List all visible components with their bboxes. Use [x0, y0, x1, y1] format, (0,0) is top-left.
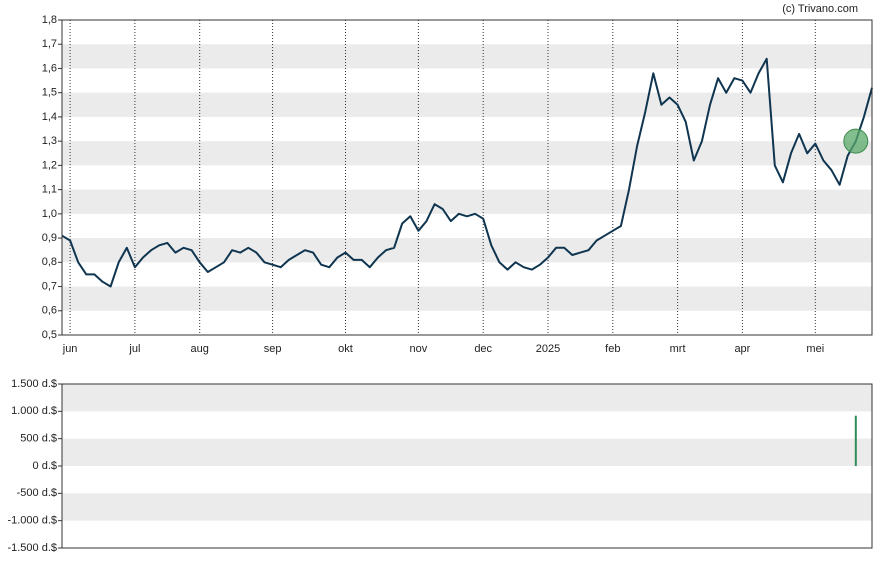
y-tick-label: 0,6	[42, 305, 57, 317]
x-tick-label: dec	[474, 343, 492, 355]
grid-band	[62, 438, 872, 466]
y-tick-label: 0,8	[42, 256, 57, 268]
y-tick-label: 1.000 d.$	[11, 405, 57, 417]
x-tick-label: aug	[191, 343, 209, 355]
volume-bar	[854, 415, 857, 466]
y-tick-label: 1,5	[42, 87, 57, 99]
plot-frame	[61, 383, 873, 549]
y-tick-label: 1,8	[42, 14, 57, 26]
last-point-marker	[843, 128, 869, 154]
y-tick-label: 1,6	[42, 62, 57, 74]
y-tick-label: -1.500 d.$	[7, 542, 57, 554]
y-tick-label: 0 d.$	[33, 460, 57, 472]
x-tick-label: jul	[128, 343, 140, 355]
price-line	[61, 57, 873, 288]
y-tick-label: 1,4	[42, 111, 57, 123]
y-tick-label: 1,7	[42, 38, 57, 50]
x-tick-label: jun	[62, 343, 78, 355]
y-tick-label: -500 d.$	[17, 487, 57, 499]
grid-band	[62, 92, 872, 117]
y-tick-label: 1,2	[42, 159, 57, 171]
y-tick-label: -1.000 d.$	[7, 515, 57, 527]
grid-band	[62, 141, 872, 166]
x-tick-label: sep	[264, 343, 282, 355]
x-tick-label: 2025	[536, 343, 560, 355]
x-tick-label: nov	[410, 343, 428, 355]
x-tick-label: okt	[338, 343, 353, 355]
y-tick-label: 1,1	[42, 184, 57, 196]
x-tick-label: mrt	[670, 343, 686, 355]
y-tick-label: 500 d.$	[20, 433, 57, 445]
grid-band	[62, 189, 872, 214]
plot-frame	[61, 19, 873, 336]
y-tick-label: 1,3	[42, 135, 57, 147]
y-tick-label: 0,5	[42, 329, 57, 341]
grid-band	[62, 286, 872, 311]
grid-band	[62, 238, 872, 263]
grid-band	[62, 493, 872, 521]
grid-band	[62, 44, 872, 69]
y-tick-label: 0,7	[42, 280, 57, 292]
x-tick-label: feb	[605, 343, 620, 355]
y-tick-label: 1,0	[42, 208, 57, 220]
source-credit: (c) Trivano.com	[782, 3, 858, 15]
grid-band	[62, 384, 872, 412]
x-tick-label: mei	[806, 343, 824, 355]
y-tick-label: 1.500 d.$	[11, 378, 57, 390]
y-tick-label: 0,9	[42, 232, 57, 244]
x-tick-label: apr	[734, 343, 750, 355]
